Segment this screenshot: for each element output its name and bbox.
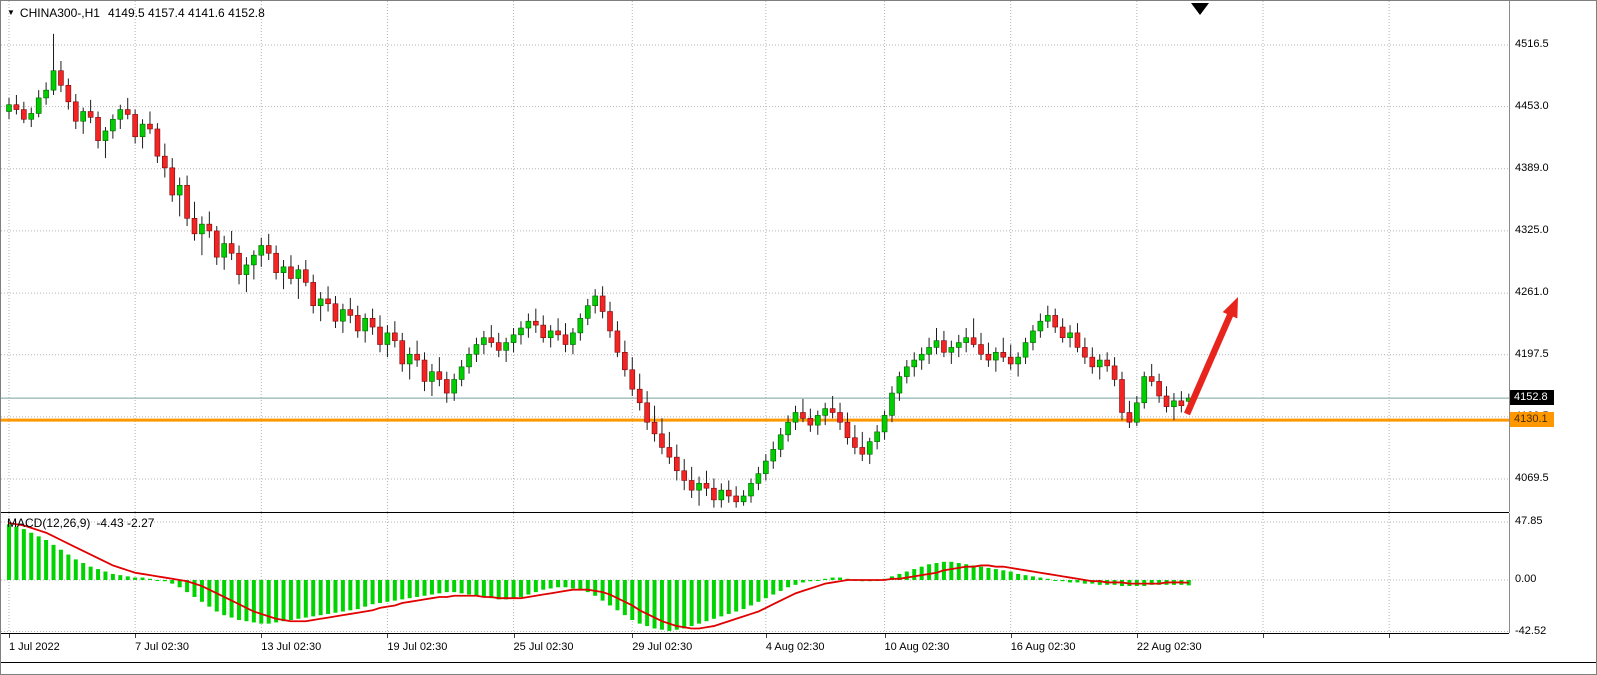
chart-legend: ▼ CHINA300-,H1 4149.5 4157.4 4141.6 4152.8: [7, 6, 265, 20]
price-axis-label: 4197.5: [1515, 347, 1549, 360]
price-chart-canvas[interactable]: [1, 1, 1509, 512]
time-axis-tick: [1136, 634, 1138, 638]
macd-signal-line: [8, 522, 1189, 630]
symbol-timeframe-label: CHINA300-,H1: [19, 6, 100, 20]
chart-shift-icon[interactable]: [1191, 3, 1209, 15]
candlestick-series: [6, 33, 1192, 508]
time-axis[interactable]: 1 Jul 2022 7 Jul 02:30 13 Jul 02:30 19 Jul …: [1, 634, 1596, 663]
time-axis-label: 19 Jul 02:30: [387, 641, 448, 653]
current-price-badge: 4152.8: [1510, 390, 1554, 406]
price-axis[interactable]: 4152.8 4130.1 4516.5 4453.0 4389.0 4325.0 42…: [1509, 1, 1596, 512]
time-axis-label: 25 Jul 02:30: [513, 641, 574, 653]
trend-arrow-object[interactable]: [1184, 297, 1238, 416]
time-axis-tick: [1389, 634, 1391, 638]
time-axis-label: 13 Jul 02:30: [261, 641, 322, 653]
time-axis-label: 10 Aug 02:30: [884, 641, 950, 653]
macd-axis-label: 0.00: [1515, 573, 1537, 585]
price-axis-label: 4516.5: [1515, 38, 1549, 50]
time-axis-label: 29 Jul 02:30: [632, 641, 693, 653]
time-axis-label: 7 Jul 02:30: [135, 641, 189, 653]
macd-histogram: [7, 524, 1191, 631]
macd-axis-label: 47.85: [1515, 514, 1543, 527]
time-axis-tick: [1010, 634, 1012, 638]
price-axis-label: 4453.0: [1515, 99, 1549, 112]
macd-indicator-label: MACD(12,26,9) -4.43 -2.27: [7, 516, 154, 530]
macd-axis[interactable]: 47.85 0.00 -42.52: [1509, 513, 1596, 637]
macd-gridlines: [1, 513, 1509, 633]
time-axis-label: 1 Jul 2022: [9, 641, 60, 653]
time-axis-tick: [135, 634, 137, 638]
time-axis-tick: [884, 634, 886, 638]
ohlc-values: 4149.5 4157.4 4141.6 4152.8: [107, 6, 265, 20]
price-axis-label: 4069.5: [1515, 471, 1549, 484]
macd-panel[interactable]: MACD(12,26,9) -4.43 -2.27: [1, 513, 1509, 634]
ohlc-toggle-icon[interactable]: ▼: [7, 8, 15, 17]
time-axis-tick: [632, 634, 634, 638]
macd-axis-label: -42.52: [1515, 624, 1547, 637]
macd-name: MACD(12,26,9): [7, 516, 91, 530]
time-axis-label: 4 Aug 02:30: [765, 641, 825, 653]
hline-price-badge: 4130.1: [1510, 412, 1554, 428]
time-axis-label: 16 Aug 02:30: [1010, 641, 1076, 653]
macd-values: -4.43 -2.27: [96, 516, 155, 530]
main-gridlines: [1, 1, 1509, 512]
time-axis-label: 22 Aug 02:30: [1136, 641, 1202, 653]
price-axis-label: 4389.0: [1515, 161, 1549, 174]
macd-canvas[interactable]: [1, 513, 1509, 633]
time-axis-tick: [261, 634, 263, 638]
time-axis-tick: [765, 634, 767, 638]
price-axis-label: 4261.0: [1515, 286, 1549, 299]
time-axis-tick: [513, 634, 515, 638]
price-chart-panel[interactable]: ▼ CHINA300-,H1 4149.5 4157.4 4141.6 4152.8: [1, 1, 1509, 513]
price-axis-label: 4325.0: [1515, 223, 1549, 236]
time-axis-tick: [1262, 634, 1264, 638]
time-axis-tick: [387, 634, 389, 638]
time-axis-tick: [9, 634, 10, 638]
